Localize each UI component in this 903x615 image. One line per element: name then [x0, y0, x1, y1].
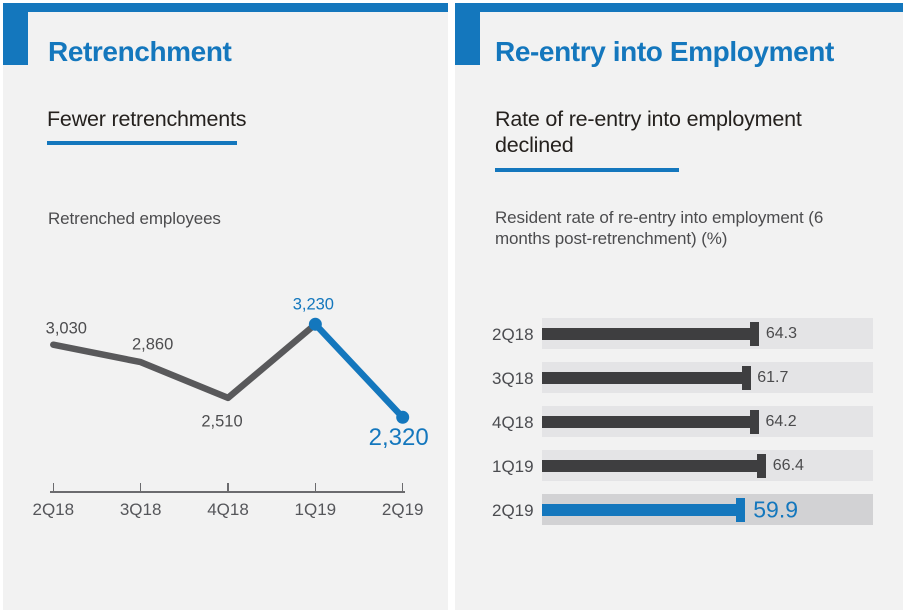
x-axis-tick — [139, 483, 142, 492]
panel-title: Retrenchment — [48, 36, 232, 67]
headline-underline — [495, 168, 679, 172]
bar-value-label: 61.7 — [757, 368, 789, 386]
bar-value-label: 64.2 — [765, 412, 797, 430]
bar-row-label: 4Q18 — [492, 413, 534, 432]
x-axis-line — [50, 491, 405, 493]
corner-accent-bar — [3, 3, 28, 65]
retrenchment-line-chart: 3,030 2,860 2,510 3,230 2,320 2Q18 3Q18 4Q18 1Q1… — [3, 3, 448, 610]
headline-underline — [47, 141, 237, 145]
reentry-bar-chart: 2Q18 64.3 3Q18 61.7 4Q18 64.2 1Q19 66.4 2Q19 59.9 — [455, 3, 903, 610]
retrenchment-panel: Retrenchment Fewer retrenchments Retrenc… — [3, 3, 448, 610]
x-axis-category-label: 1Q19 — [294, 500, 337, 519]
panel-headline: Fewer retrenchments — [47, 107, 247, 131]
x-axis-tick — [401, 483, 404, 492]
bar-value-label: 59.9 — [753, 496, 799, 522]
bar-end-cap — [750, 321, 760, 346]
data-point-value-label: 2,860 — [131, 335, 174, 354]
data-point-marker — [308, 317, 322, 331]
data-point-marker — [396, 410, 410, 424]
bar-row-label: 2Q19 — [492, 501, 534, 520]
x-axis-category-label: 2Q19 — [381, 500, 424, 519]
bar — [542, 371, 747, 384]
x-axis-category-label: 4Q18 — [207, 500, 249, 519]
bar-track: 59.9 — [542, 494, 873, 525]
bar-row-label: 3Q18 — [492, 369, 534, 388]
data-point-value-label: 3,030 — [45, 319, 87, 338]
panel-title: Re-entry into Employment — [495, 36, 834, 67]
x-axis-category-label: 2Q18 — [32, 500, 75, 519]
top-accent-bar — [455, 3, 903, 12]
reentry-panel: Re-entry into Employment Rate of re-entr… — [455, 3, 903, 610]
bar-end-cap — [750, 409, 759, 434]
bar-track: 64.2 — [542, 406, 873, 437]
bar-track: 61.7 — [542, 362, 873, 393]
bar-chart-label: Resident rate of re-entry into employmen… — [495, 208, 824, 249]
bar-end-cap — [735, 497, 745, 522]
top-accent-bar — [3, 3, 448, 12]
bar-end-cap — [757, 453, 767, 478]
bar-row-label: 2Q18 — [492, 325, 534, 344]
line-chart-canvas — [50, 317, 410, 424]
panel-headline: Rate of re-entry into employment decline… — [495, 107, 802, 158]
data-point-value-label: 3,230 — [292, 295, 334, 314]
bar — [542, 327, 755, 340]
bar — [542, 415, 755, 428]
x-axis-tick — [227, 483, 229, 492]
x-axis-tick — [314, 483, 317, 492]
line-chart-label: Retrenched employees — [48, 209, 221, 228]
data-point-value-label: 2,320 — [368, 424, 429, 452]
bar-track: 66.4 — [542, 450, 873, 481]
bar-end-cap — [741, 365, 751, 390]
bar — [542, 459, 762, 472]
corner-accent-bar — [455, 3, 480, 65]
data-point-value-label: 2,510 — [201, 412, 243, 431]
bar-track: 64.3 — [542, 318, 873, 349]
bar-value-label: 64.3 — [765, 324, 797, 342]
bar-row-label: 1Q19 — [492, 457, 534, 476]
x-axis-category-label: 3Q18 — [119, 500, 162, 519]
bar-value-label: 66.4 — [772, 456, 804, 474]
bar — [542, 503, 741, 516]
x-axis-tick — [52, 483, 55, 492]
